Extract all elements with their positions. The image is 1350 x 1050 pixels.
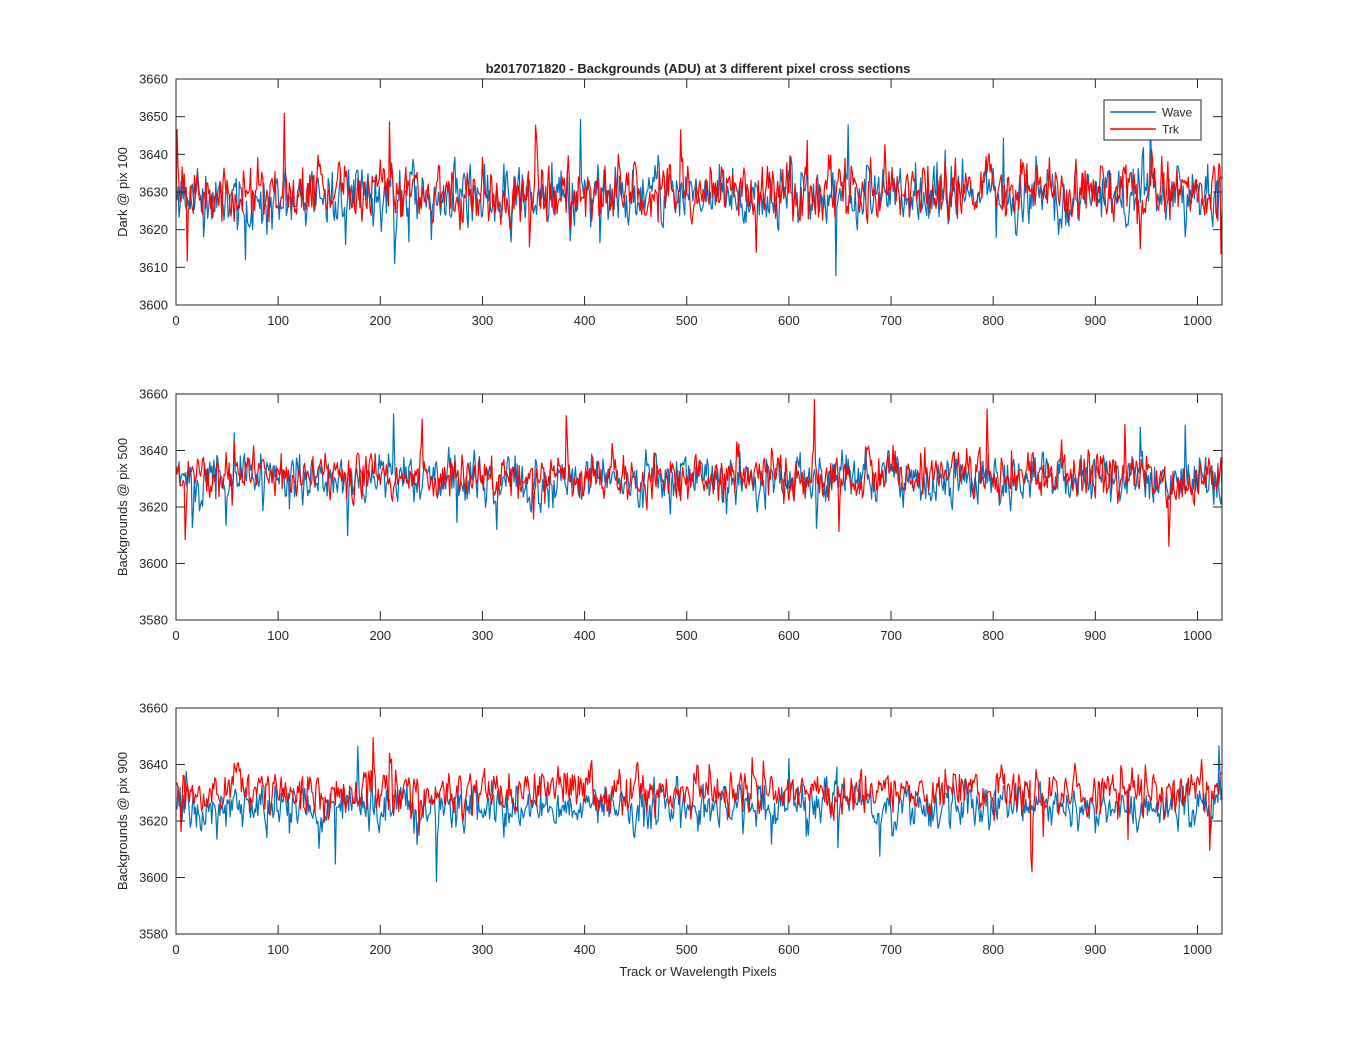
- x-tick-label: 100: [267, 313, 289, 328]
- y-axis-label: Dark @ pix 100: [115, 147, 130, 237]
- x-tick-label: 900: [1084, 628, 1106, 643]
- legend-label-wave: Wave: [1162, 106, 1193, 120]
- x-tick-label: 900: [1084, 942, 1106, 957]
- x-tick-label: 800: [982, 628, 1004, 643]
- x-tick-label: 0: [172, 313, 179, 328]
- legend-label-trk: Trk: [1162, 123, 1180, 137]
- series-line-trk: [176, 112, 1222, 262]
- x-tick-label: 100: [267, 628, 289, 643]
- x-tick-label: 800: [982, 313, 1004, 328]
- y-tick-label: 3640: [139, 443, 168, 458]
- x-tick-label: 1000: [1183, 628, 1212, 643]
- x-tick-label: 500: [676, 942, 698, 957]
- y-tick-label: 3580: [139, 613, 168, 628]
- x-tick-label: 400: [574, 942, 596, 957]
- x-tick-label: 600: [778, 942, 800, 957]
- chart-title: b2017071820 - Backgrounds (ADU) at 3 dif…: [486, 61, 911, 76]
- y-tick-label: 3600: [139, 556, 168, 571]
- x-tick-label: 0: [172, 942, 179, 957]
- subplot-1: 0 100 200 300 400 500 600 700 800 900 1000 3600 3610…: [115, 72, 1223, 328]
- y-tick-label: 3660: [139, 72, 168, 87]
- series-line-trk: [176, 736, 1222, 873]
- series-line-trk: [176, 399, 1222, 547]
- subplot-3: 0 100 200 300 400 500 600 700 800 900 1000 3580 3600…: [115, 701, 1223, 957]
- x-tick-label: 300: [472, 942, 494, 957]
- legend-box: [1103, 99, 1202, 141]
- series-line-wave: [176, 745, 1222, 883]
- x-tick-label: 600: [778, 313, 800, 328]
- y-tick-label: 3620: [139, 500, 168, 515]
- y-axis-label: Backgrounds @ pix 500: [115, 438, 130, 576]
- y-tick-label: 3580: [139, 927, 168, 942]
- x-tick-label: 1000: [1183, 942, 1212, 957]
- x-tick-label: 200: [369, 313, 391, 328]
- x-tick-label: 200: [369, 628, 391, 643]
- x-tick-label: 700: [880, 942, 902, 957]
- x-axis-label: Track or Wavelength Pixels: [619, 964, 777, 979]
- y-tick-label: 3600: [139, 870, 168, 885]
- subplot-group: 0 100 200 300 400 500 600 700 800 900 100036003610…: [115, 72, 1223, 957]
- plot-area: [176, 394, 1222, 620]
- subplot-2: 0 100 200 300 400 500 600 700 800 900 1000 3580 3600…: [115, 387, 1223, 643]
- x-tick-label: 800: [982, 942, 1004, 957]
- y-tick-label: 3610: [139, 260, 168, 275]
- x-tick-label: 300: [472, 313, 494, 328]
- y-tick-label: 3600: [139, 298, 168, 313]
- y-tick-label: 3640: [139, 757, 168, 772]
- y-tick-label: 3660: [139, 701, 168, 716]
- x-tick-label: 700: [880, 313, 902, 328]
- x-tick-label: 600: [778, 628, 800, 643]
- y-tick-label: 3620: [139, 222, 168, 237]
- x-tick-label: 0: [172, 628, 179, 643]
- y-axis-label: Backgrounds @ pix 900: [115, 752, 130, 890]
- y-tick-label: 3640: [139, 147, 168, 162]
- y-tick-label: 3660: [139, 387, 168, 402]
- x-tick-label: 500: [676, 628, 698, 643]
- x-tick-label: 200: [369, 942, 391, 957]
- x-tick-label: 1000: [1183, 313, 1212, 328]
- y-tick-label: 3620: [139, 814, 168, 829]
- x-tick-label: 500: [676, 313, 698, 328]
- x-tick-label: 400: [574, 628, 596, 643]
- y-tick-label: 3650: [139, 109, 168, 124]
- y-tick-label: 3630: [139, 185, 168, 200]
- x-tick-label: 400: [574, 313, 596, 328]
- x-tick-label: 900: [1084, 313, 1106, 328]
- x-tick-label: 300: [472, 628, 494, 643]
- legend: Wave Trk: [1103, 99, 1202, 141]
- x-tick-label: 700: [880, 628, 902, 643]
- x-tick-label: 100: [267, 942, 289, 957]
